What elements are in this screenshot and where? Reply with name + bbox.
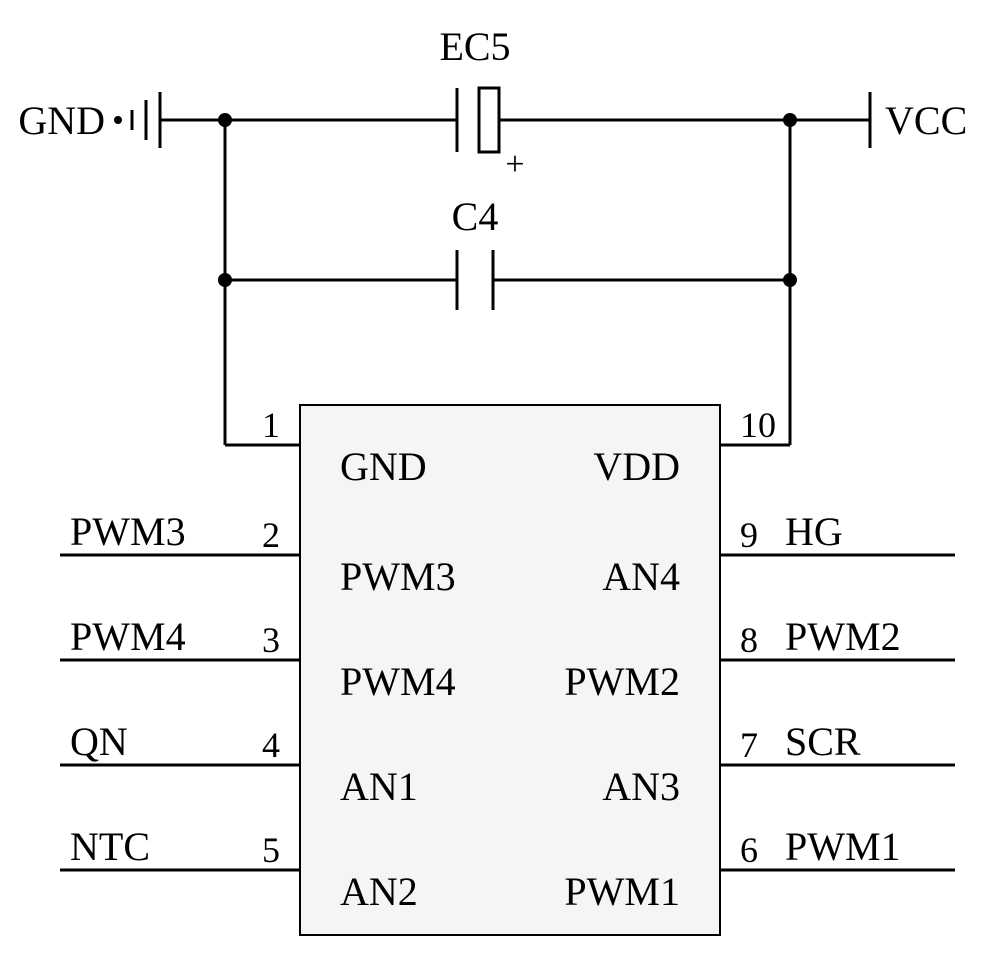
c4-ref: C4 (452, 194, 499, 239)
vcc-label: VCC (885, 98, 967, 143)
pin-name: PWM4 (340, 659, 456, 704)
net-label: NTC (70, 824, 150, 869)
pin-number: 9 (740, 515, 758, 555)
junction-node (783, 273, 797, 287)
pin-number: 6 (740, 830, 758, 870)
pin-name: AN4 (602, 554, 680, 599)
pin-name: GND (340, 444, 427, 489)
junction-node (218, 273, 232, 287)
pin-name: PWM3 (340, 554, 456, 599)
net-label: SCR (785, 719, 861, 764)
pin-name: PWM1 (564, 869, 680, 914)
pin-name: PWM2 (564, 659, 680, 704)
pin-name: VDD (593, 444, 680, 489)
junction-nodes (218, 113, 797, 287)
pin-number: 5 (262, 830, 280, 870)
net-label: QN (70, 719, 128, 764)
gnd-label: GND (18, 98, 105, 143)
pin-name: AN3 (602, 764, 680, 809)
junction-node (218, 113, 232, 127)
pin-number: 1 (262, 405, 280, 445)
pin-name: AN1 (340, 764, 418, 809)
ec5-polarity: + (505, 146, 524, 183)
ec5-ref: EC5 (439, 24, 510, 69)
pin-number: 7 (740, 725, 758, 765)
pin-number: 2 (262, 515, 280, 555)
net-label: PWM1 (785, 824, 901, 869)
circuit-schematic: GND VCC + EC5 C4 1 GND PWM3 2 PWM3 PWM4 3 PWM4 QN 4 AN1… (0, 0, 1000, 966)
net-label: HG (785, 509, 843, 554)
pin-name: AN2 (340, 869, 418, 914)
pin-number: 4 (262, 725, 280, 765)
net-label: PWM3 (70, 509, 186, 554)
pin-number: 10 (740, 405, 776, 445)
pin-number: 8 (740, 620, 758, 660)
net-label: PWM4 (70, 614, 186, 659)
pin-number: 3 (262, 620, 280, 660)
net-label: PWM2 (785, 614, 901, 659)
junction-node (783, 113, 797, 127)
